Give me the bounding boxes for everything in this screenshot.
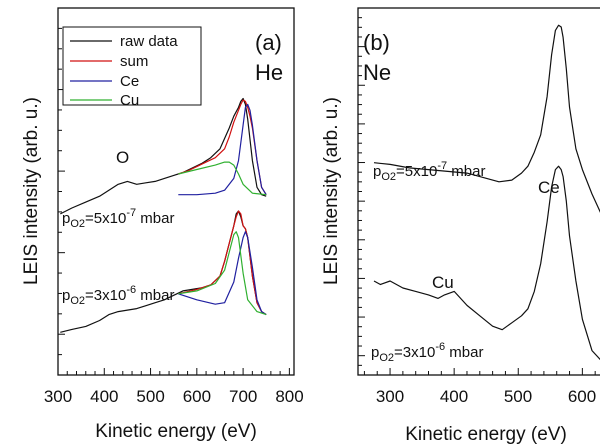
panel-a-upper-pressure: pO2=5x10-7 mbar xyxy=(62,207,174,230)
panel-b-upper-pressure: pO2=5x10-7 mbar xyxy=(373,160,485,183)
series-sum-lower xyxy=(178,210,267,316)
panel-b-label: (b) xyxy=(363,30,390,55)
panel-a-ylabel: LEIS intensity (arb. u.) xyxy=(21,97,42,285)
series-sum-upper xyxy=(178,99,267,196)
panel-a-o-peak-label: O xyxy=(116,148,129,167)
legend: raw data sum Ce Cu xyxy=(62,26,202,109)
panel-b-cu-peak-label: Cu xyxy=(432,273,454,292)
panel-a-lower-pressure: pO2=3x10-6 mbar xyxy=(62,284,174,307)
panel-a-xtick-label: 300 xyxy=(44,387,72,406)
panel-b-gas-label: Ne xyxy=(363,60,391,85)
panel-b-lower-pressure: pO2=3x10-6 mbar xyxy=(371,341,483,364)
panel-b-xlabel: Kinetic energy (eV) xyxy=(405,424,567,445)
panel-b-xtick-label: 500 xyxy=(504,387,532,406)
panel-a-xtick-label: 800 xyxy=(275,387,303,406)
series-spectrum-upper xyxy=(373,24,600,213)
panel-a-xtick-label: 500 xyxy=(136,387,164,406)
panel-a-curves xyxy=(60,97,267,333)
legend-label-raw: raw data xyxy=(120,33,178,50)
legend-label-ce: Ce xyxy=(120,73,139,90)
panel-a-xtick-label: 700 xyxy=(229,387,257,406)
legend-box xyxy=(62,26,202,106)
panel-b-xtick-label: 600 xyxy=(568,387,596,406)
panel-a-ticks xyxy=(57,27,290,375)
panel-b: 300 400 500 600 Kinetic energy (eV) LEIS… xyxy=(321,7,600,445)
series-raw-data-upper xyxy=(60,97,267,215)
series-ce-lower xyxy=(178,231,267,316)
panel-b-curves xyxy=(373,24,600,361)
panel-a-gas-label: He xyxy=(255,60,283,85)
legend-label-sum: sum xyxy=(120,53,148,70)
panel-a: 300 400 500 600 700 800 Kinetic energy (… xyxy=(21,7,304,442)
panel-b-ticks xyxy=(358,17,596,375)
panel-b-frame xyxy=(357,7,600,376)
panel-b-ce-peak-label: Ce xyxy=(538,178,560,197)
series-spectrum-lower xyxy=(373,165,600,361)
panel-a-xtick-label: 400 xyxy=(90,387,118,406)
panel-a-label: (a) xyxy=(255,30,282,55)
panel-a-xtick-label: 600 xyxy=(183,387,211,406)
series-cu-lower xyxy=(178,231,267,316)
panel-a-xlabel: Kinetic energy (eV) xyxy=(95,421,257,442)
legend-label-cu: Cu xyxy=(120,92,139,109)
series-ce-upper xyxy=(178,103,267,196)
series-cu-upper xyxy=(178,161,267,196)
panel-b-ylabel: LEIS intensity (arb. u.) xyxy=(321,97,342,285)
panel-b-xtick-label: 300 xyxy=(376,387,404,406)
panel-b-xtick-label: 400 xyxy=(440,387,468,406)
